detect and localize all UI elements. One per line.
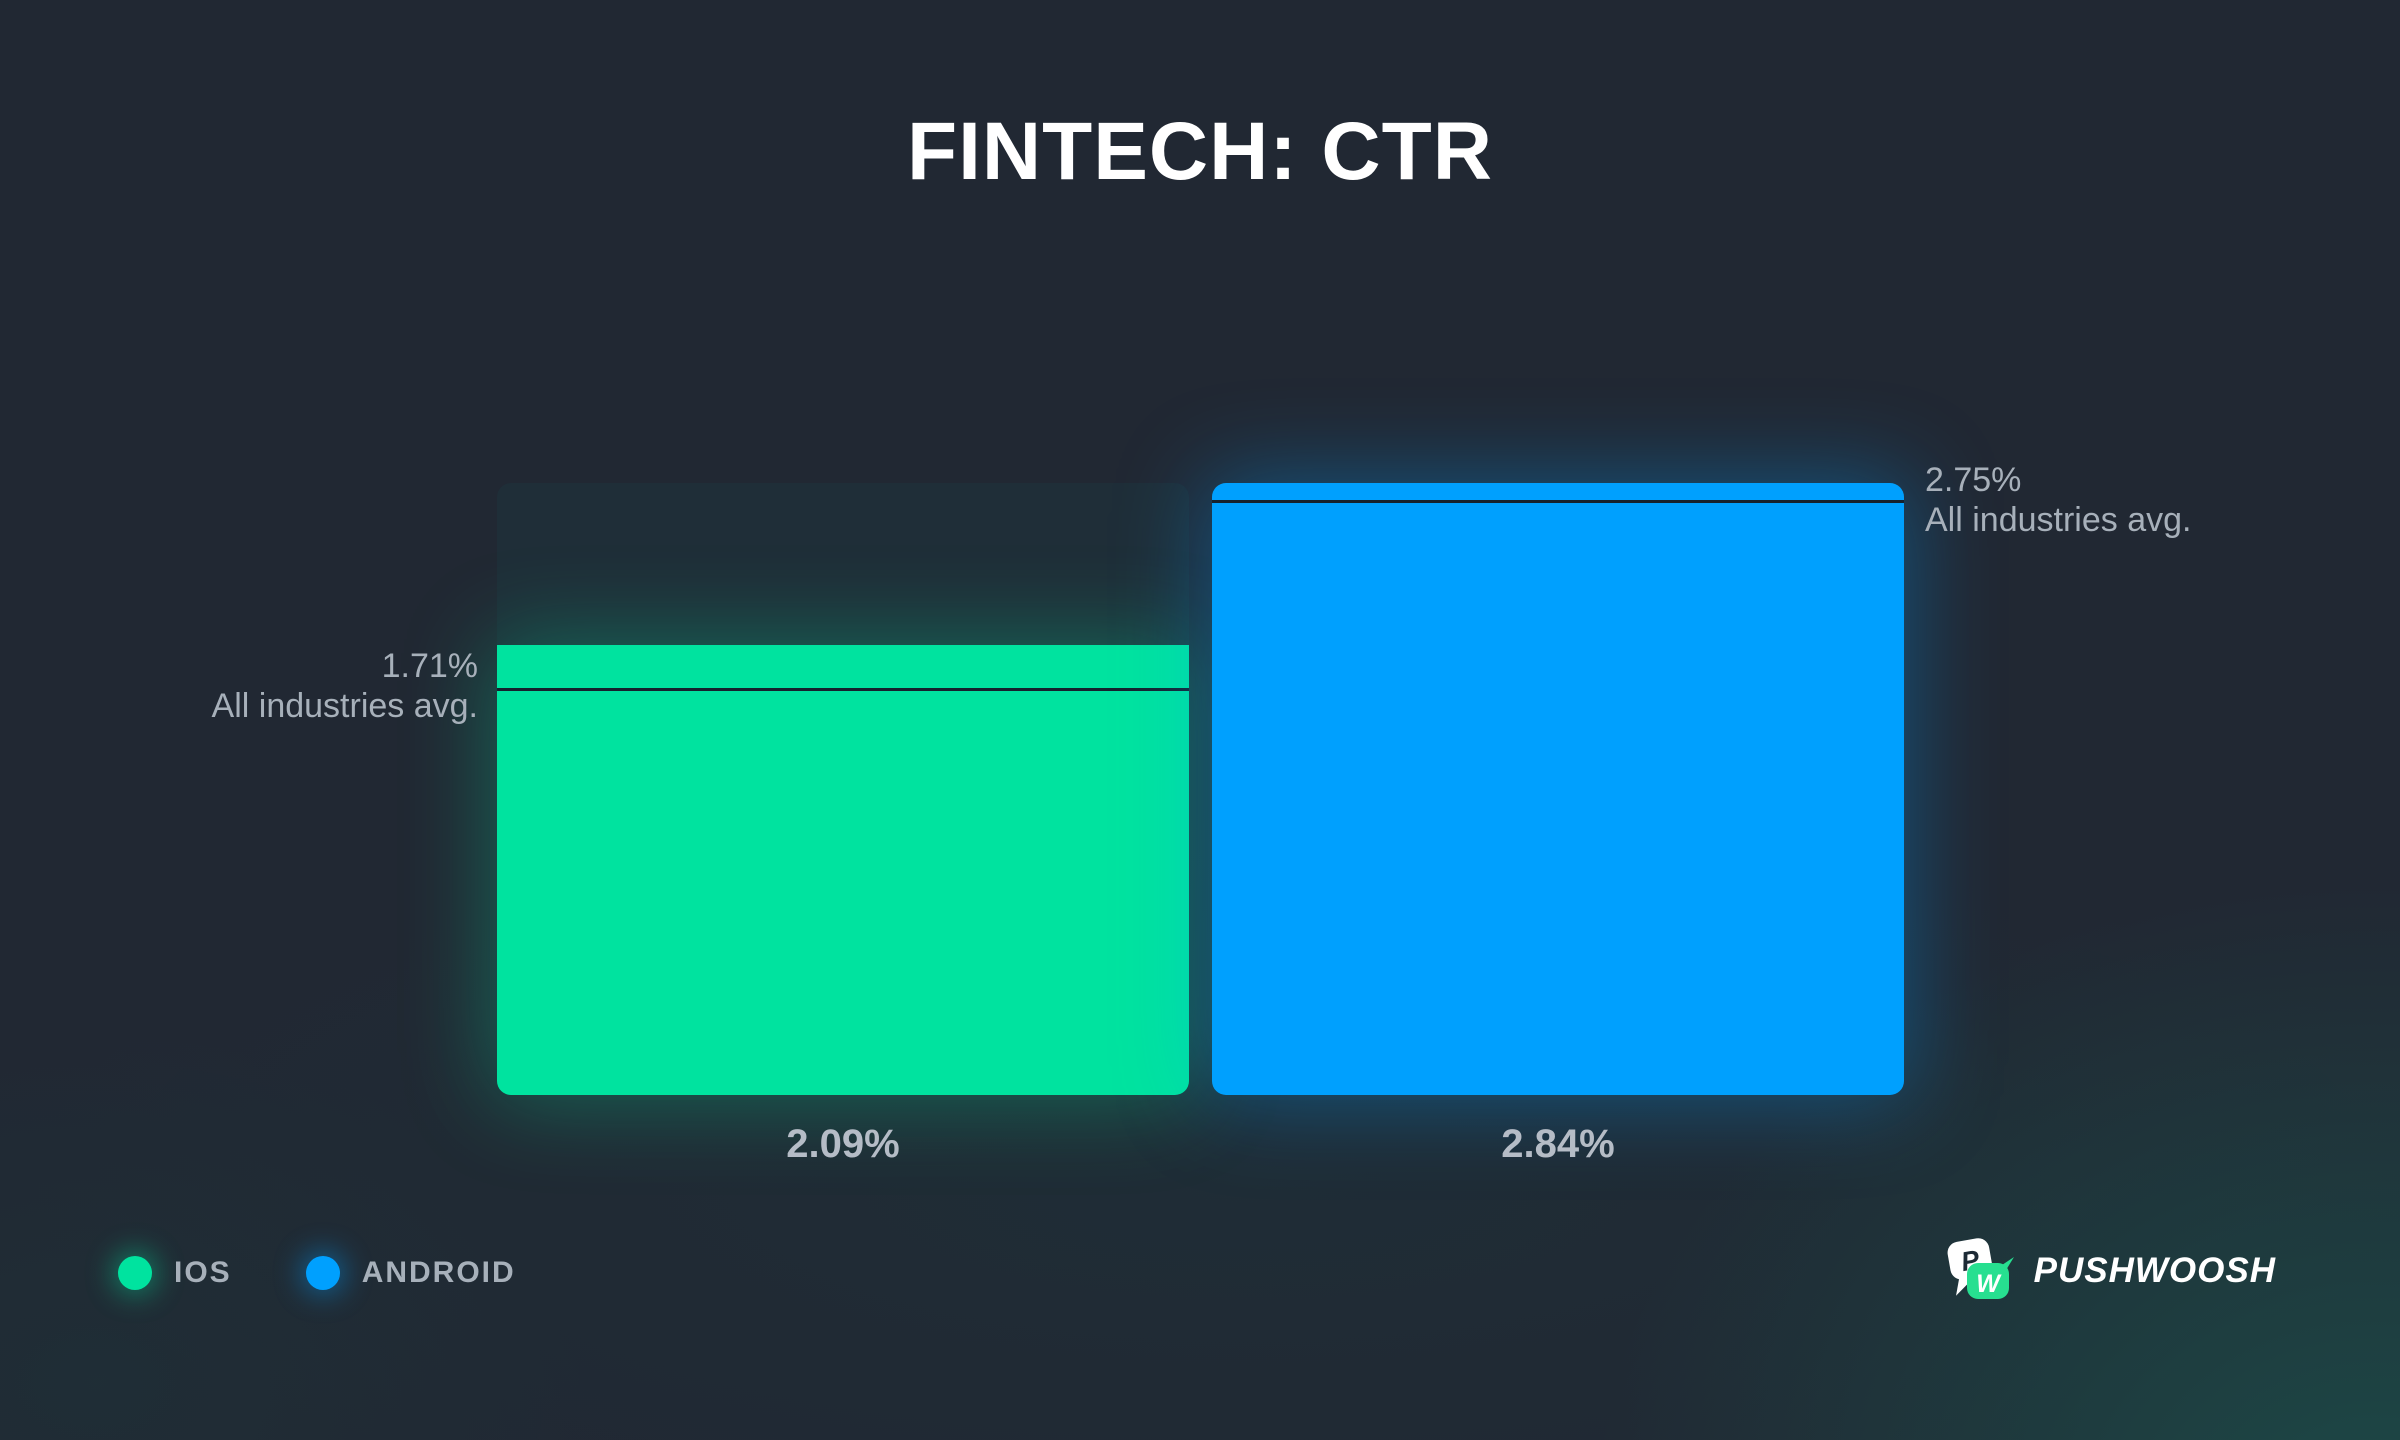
benchmark-line-ios xyxy=(497,688,1189,691)
legend-label-ios: IOS xyxy=(174,1256,232,1289)
bar-value-label-ios: 2.09% xyxy=(786,1122,900,1166)
bar-android xyxy=(1212,483,1904,1095)
pushwoosh-branding: P W PUSHWOOSH xyxy=(1942,1236,2276,1306)
logo-letter-w: W xyxy=(1976,1270,2002,1298)
benchmark-sublabel-android: All industries avg. xyxy=(1925,501,2192,539)
legend-dot-ios-icon xyxy=(118,1256,152,1290)
bar-value-label-android: 2.84% xyxy=(1501,1122,1615,1166)
brand-name: PUSHWOOSH xyxy=(2033,1251,2276,1290)
benchmark-value-android: 2.75% xyxy=(1925,461,2022,499)
pushwoosh-logo-icon: P W xyxy=(1947,1238,2014,1299)
benchmark-line-android xyxy=(1212,500,1904,503)
benchmark-sublabel-ios: All industries avg. xyxy=(211,687,478,725)
benchmark-value-ios: 1.71% xyxy=(381,647,478,685)
legend-item-android: ANDROID xyxy=(305,1256,516,1290)
benchmark-annotation-ios: 1.71% All industries avg. xyxy=(120,646,478,726)
legend: IOS ANDROID xyxy=(118,1256,516,1290)
legend-dot-android-icon xyxy=(305,1256,340,1290)
chart-title: FINTECH: CTR xyxy=(907,106,1493,197)
legend-label-android: ANDROID xyxy=(361,1256,516,1289)
legend-item-ios: IOS xyxy=(118,1256,232,1290)
bar-ios xyxy=(497,645,1189,1095)
benchmark-annotation-android: 2.75% All industries avg. xyxy=(1925,460,2355,540)
